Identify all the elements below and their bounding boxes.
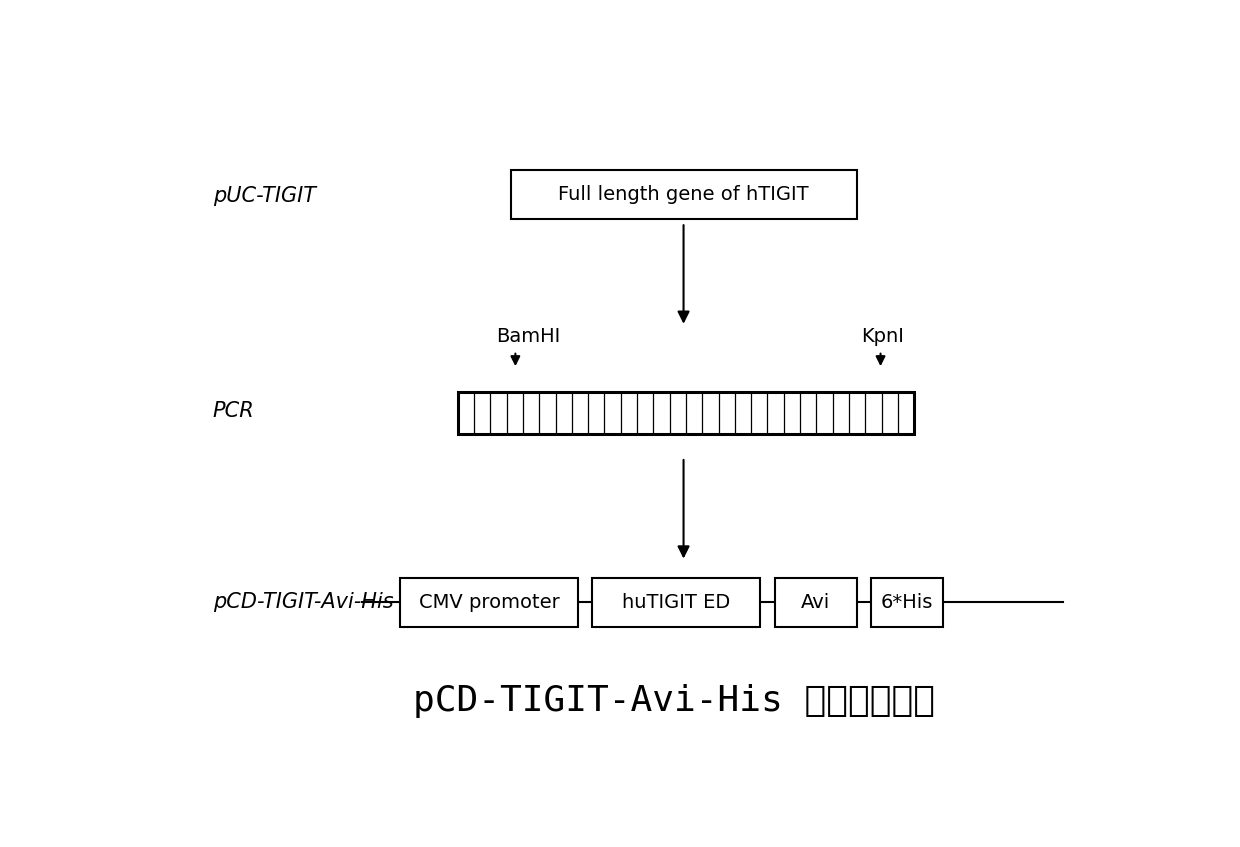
Text: KpnI: KpnI — [862, 327, 904, 346]
Bar — [870, 578, 942, 627]
Text: pCD-TIGIT-Avi-His: pCD-TIGIT-Avi-His — [213, 592, 393, 612]
Text: huTIGIT ED: huTIGIT ED — [622, 593, 730, 612]
Text: Avi: Avi — [801, 593, 831, 612]
Text: PCR: PCR — [213, 401, 254, 422]
Text: 6*His: 6*His — [880, 593, 934, 612]
Bar — [511, 170, 857, 219]
Text: pUC-TIGIT: pUC-TIGIT — [213, 186, 316, 206]
Text: BamHI: BamHI — [496, 327, 560, 346]
Bar — [593, 578, 760, 627]
Text: pCD-TIGIT-Avi-His 质粒构建图解: pCD-TIGIT-Avi-His 质粒构建图解 — [413, 684, 935, 718]
Bar — [401, 578, 578, 627]
Text: CMV promoter: CMV promoter — [419, 593, 559, 612]
Bar — [458, 392, 914, 435]
Text: Full length gene of hTIGIT: Full length gene of hTIGIT — [558, 185, 808, 204]
Bar — [775, 578, 857, 627]
